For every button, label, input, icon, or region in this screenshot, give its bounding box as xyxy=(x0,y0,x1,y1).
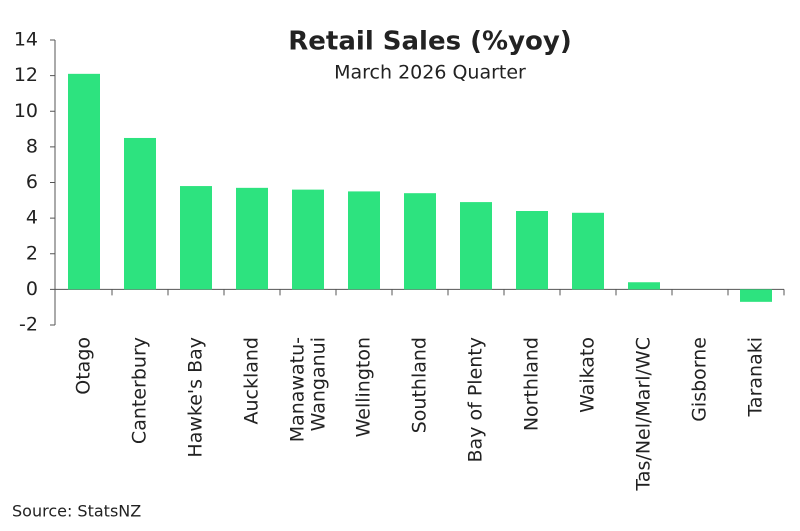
x-tick-label: Bay of Plenty xyxy=(465,337,487,462)
y-tick-label: 4 xyxy=(26,207,38,229)
bar xyxy=(460,202,492,290)
bar xyxy=(236,187,268,290)
y-tick-label: 8 xyxy=(26,135,38,157)
bar xyxy=(180,186,212,290)
chart-title: Retail Sales (%yoy) xyxy=(288,27,571,57)
bar xyxy=(628,282,660,290)
bar xyxy=(572,212,604,290)
x-tick-label: Southland xyxy=(409,337,431,433)
chart-subtitle: March 2026 Quarter xyxy=(334,62,526,84)
bar xyxy=(292,189,324,290)
x-tick-label: Wellington xyxy=(353,337,375,437)
x-tick-label: Otago xyxy=(73,337,95,395)
x-tick-label: Hawke's Bay xyxy=(185,337,207,458)
y-tick-label: -2 xyxy=(19,314,38,336)
x-tick-label: Taranaki xyxy=(745,337,767,418)
bar xyxy=(348,191,380,290)
x-tick-label: Auckland xyxy=(241,337,263,425)
x-tick-label: Gisborne xyxy=(689,337,711,422)
x-tick-label: Manawatu-Wanganui xyxy=(286,337,329,442)
y-tick-label: 10 xyxy=(14,100,38,122)
x-tick-label: Waikato xyxy=(577,337,599,413)
y-tick-label: 6 xyxy=(26,171,38,193)
x-tick-label: Northland xyxy=(521,337,543,431)
bar xyxy=(124,137,156,290)
x-tick-label: Tas/Nel/Marl/WC xyxy=(633,337,655,492)
y-tick-label: 12 xyxy=(14,64,38,86)
y-tick-label: 14 xyxy=(14,29,38,51)
bar xyxy=(404,193,436,290)
bar xyxy=(516,211,548,290)
bar xyxy=(740,289,772,302)
bar xyxy=(68,73,100,290)
source-note: Source: StatsNZ xyxy=(12,502,141,521)
y-tick-label: 0 xyxy=(26,278,38,300)
x-tick-label: Canterbury xyxy=(129,337,151,444)
y-tick-label: 2 xyxy=(26,242,38,264)
